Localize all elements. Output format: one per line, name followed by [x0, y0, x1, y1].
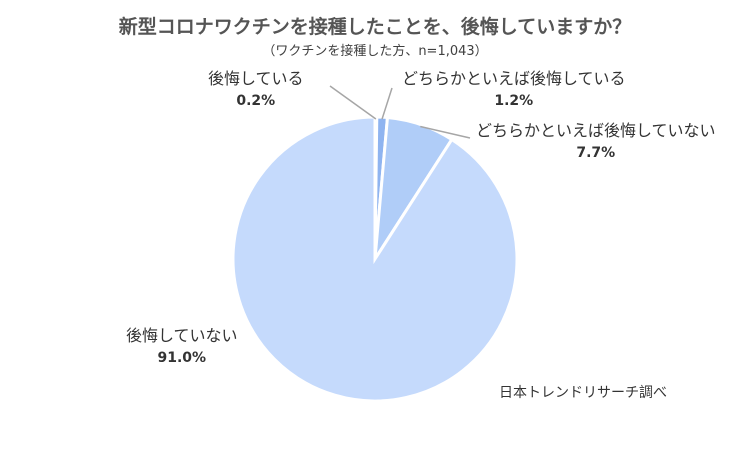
slice-label-text: 後悔している — [208, 69, 304, 88]
chart-subtitle: （ワクチンを接種した方、n=1,043） — [262, 44, 488, 59]
slice-label-value: 0.2% — [236, 93, 276, 109]
chart-title: 新型コロナワクチンを接種したことを、後悔していますか？ — [118, 16, 632, 38]
slice-label-value: 1.2% — [494, 93, 534, 109]
slice-label-value: 91.0% — [157, 350, 207, 366]
leader-line — [420, 125, 471, 139]
slice-no-regret — [231, 115, 519, 403]
leader-line — [329, 85, 377, 120]
slice-label-somewhat-regret: どちらかといえば後悔している 1.2% — [402, 68, 626, 112]
slice-label-text: 後悔していない — [126, 326, 238, 345]
slice-label-text: どちらかといえば後悔していない — [476, 121, 716, 140]
leader-line — [381, 87, 393, 120]
source-note: 日本トレンドリサーチ調べ — [499, 385, 667, 401]
slice-label-no-regret: 後悔していない 91.0% — [126, 325, 238, 369]
slice-label-somewhat-no-regret: どちらかといえば後悔していない 7.7% — [476, 120, 716, 164]
slice-label-value: 7.7% — [576, 145, 616, 161]
slice-label-regret: 後悔している 0.2% — [208, 68, 304, 112]
slice-label-text: どちらかといえば後悔している — [402, 69, 626, 88]
